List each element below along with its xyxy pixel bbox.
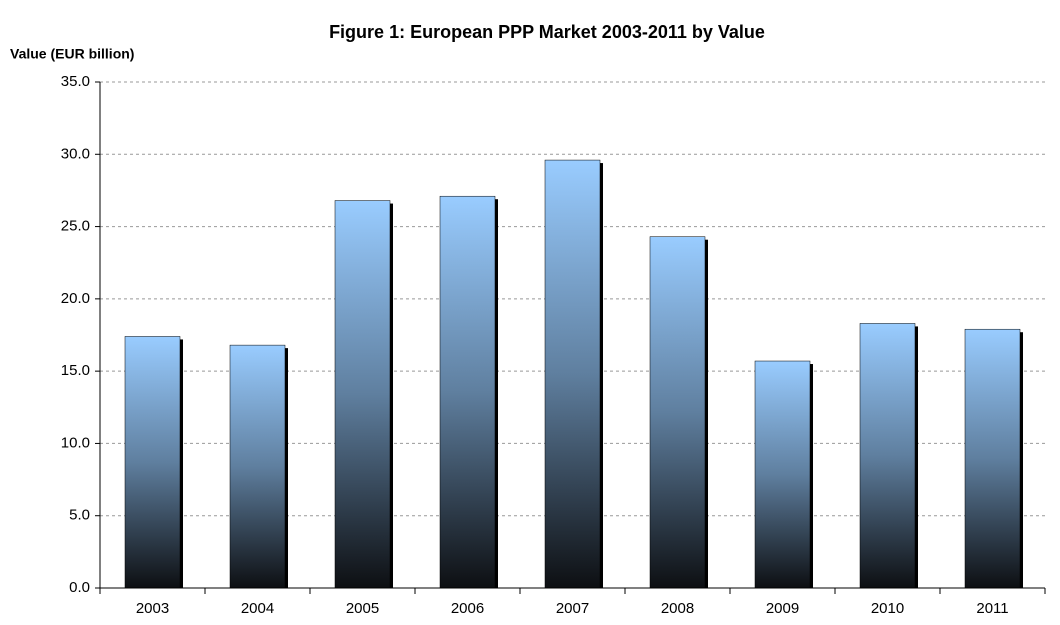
y-axis-label: Value (EUR billion) xyxy=(10,46,134,62)
x-tick-label: 2011 xyxy=(976,600,1008,617)
bar xyxy=(544,159,601,589)
x-tick-label: 2003 xyxy=(136,600,169,617)
bar xyxy=(859,323,916,589)
bar xyxy=(229,344,286,589)
x-tick-label: 2010 xyxy=(871,600,904,617)
x-tick-label: 2008 xyxy=(661,600,694,617)
x-tick-label: 2007 xyxy=(556,600,589,617)
x-tick-label: 2009 xyxy=(766,600,799,617)
y-tick-label: 0.0 xyxy=(69,579,90,596)
y-tick-label: 15.0 xyxy=(61,362,90,379)
bar xyxy=(754,360,811,589)
y-tick-label: 30.0 xyxy=(61,145,90,162)
y-tick-label: 35.0 xyxy=(61,73,90,90)
bar xyxy=(334,200,391,589)
bar xyxy=(964,328,1021,589)
bar xyxy=(439,195,496,589)
y-tick-label: 20.0 xyxy=(61,290,90,307)
x-tick-label: 2004 xyxy=(241,600,274,617)
y-tick-label: 5.0 xyxy=(69,507,90,524)
y-tick-label: 25.0 xyxy=(61,218,90,235)
y-tick-label: 10.0 xyxy=(61,434,90,451)
bar xyxy=(649,236,706,589)
x-tick-label: 2006 xyxy=(451,600,484,617)
chart-title: Figure 1: European PPP Market 2003-2011 … xyxy=(329,22,765,42)
bar xyxy=(124,336,181,589)
x-tick-label: 2005 xyxy=(346,600,379,617)
